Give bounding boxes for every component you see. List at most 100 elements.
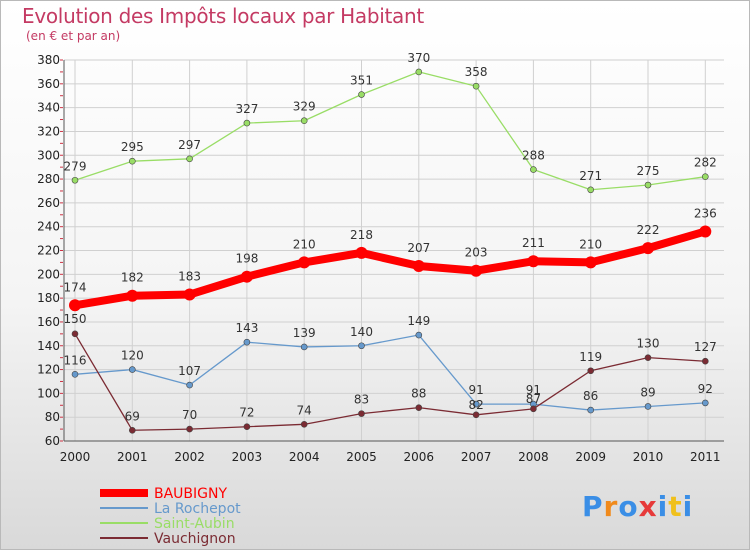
data-point	[129, 426, 136, 434]
data-label: 297	[178, 138, 201, 152]
data-point	[355, 246, 368, 259]
y-tick-label: 80	[45, 410, 60, 424]
data-point	[701, 357, 709, 365]
data-point	[584, 256, 597, 269]
data-point	[644, 403, 652, 410]
data-label: 91	[468, 383, 483, 397]
logo-letter: t	[668, 490, 683, 523]
data-point	[69, 299, 81, 312]
data-point	[71, 176, 79, 184]
data-label: 218	[350, 228, 373, 242]
x-tick-label: 2004	[289, 450, 320, 464]
data-label: 86	[583, 389, 598, 403]
data-point	[300, 421, 308, 428]
data-label: 72	[239, 406, 254, 420]
data-label: 211	[522, 236, 545, 250]
data-label: 92	[698, 382, 713, 396]
data-label: 140	[350, 325, 373, 339]
data-label: 271	[579, 169, 602, 183]
data-label: 351	[350, 74, 373, 88]
y-tick-label: 380	[37, 53, 60, 67]
x-tick-label: 2009	[575, 450, 606, 464]
data-point	[71, 371, 79, 378]
logo-letter: o	[618, 490, 639, 523]
series-line-vauchignon	[74, 333, 706, 431]
data-point	[530, 166, 537, 173]
legend-label: Vauchignon	[154, 531, 236, 547]
data-point	[587, 367, 595, 375]
x-tick-label: 2007	[461, 450, 492, 464]
data-point	[243, 119, 251, 127]
y-tick-label: 100	[37, 386, 60, 400]
axes: 60 80 100 120 140 160 180 200 220 240 260 280 300 320…	[37, 53, 724, 464]
data-point	[243, 423, 251, 431]
x-tick-label: 2010	[633, 450, 664, 464]
data-label: 89	[640, 385, 655, 399]
grid-lines	[64, 59, 724, 442]
logo-letter: x	[638, 490, 658, 523]
data-label: 130	[637, 337, 660, 351]
logo-letter: P	[582, 490, 604, 523]
data-label: 120	[121, 349, 144, 363]
chart-subtitle: (en € et par an)	[26, 29, 121, 43]
y-tick-label: 260	[37, 196, 60, 210]
series-group	[69, 68, 712, 434]
data-point	[527, 255, 540, 268]
y-tick-label: 120	[37, 363, 60, 377]
legend-label: BAUBIGNY	[154, 486, 227, 502]
data-point	[644, 181, 652, 189]
data-label: 149	[407, 314, 430, 328]
y-tick-label: 160	[37, 315, 60, 329]
chart-title: Evolution des Impôts locaux par Habitant	[22, 4, 424, 28]
value-labels: 174 182 183 198 210 218 207 203 211 210 222 236 116 1…	[64, 51, 717, 423]
data-label: 327	[235, 102, 258, 116]
y-tick-label: 60	[45, 434, 60, 448]
data-point	[412, 259, 425, 272]
data-point	[126, 289, 139, 302]
data-point	[358, 91, 365, 98]
x-tick-label: 2011	[690, 450, 721, 464]
data-point	[699, 225, 712, 238]
legend-label: Saint-Aubin	[154, 516, 235, 532]
data-point	[644, 354, 652, 361]
x-tick-label: 2002	[174, 450, 205, 464]
data-label: 143	[235, 321, 258, 335]
data-label: 83	[354, 393, 369, 407]
data-label: 119	[579, 350, 602, 364]
logo-letter: i	[657, 490, 669, 523]
y-tick-label: 360	[37, 77, 60, 91]
data-point	[71, 330, 79, 338]
data-label: 275	[637, 164, 660, 178]
data-point	[470, 264, 483, 277]
data-point	[129, 157, 136, 165]
data-label: 236	[694, 206, 717, 220]
data-label: 127	[694, 340, 717, 354]
data-point	[358, 410, 365, 417]
logo-letter: i	[682, 490, 694, 523]
data-point	[186, 155, 193, 163]
data-label: 70	[182, 408, 197, 422]
data-point	[415, 68, 423, 76]
data-point	[358, 342, 365, 350]
x-tick-label: 2008	[518, 450, 549, 464]
data-point	[472, 411, 480, 419]
y-tick-label: 200	[37, 267, 60, 281]
data-label: 139	[293, 326, 316, 340]
data-label: 207	[407, 241, 430, 255]
data-point	[186, 381, 193, 389]
data-label: 91	[526, 383, 541, 397]
data-point	[415, 331, 423, 339]
y-tick-label: 340	[37, 101, 60, 115]
x-tick-label: 2006	[404, 450, 435, 464]
data-label: 210	[579, 237, 602, 251]
y-tick-label: 300	[37, 148, 60, 162]
data-label: 198	[235, 252, 258, 266]
data-label: 295	[121, 140, 144, 154]
data-point	[530, 405, 537, 413]
data-label: 183	[178, 270, 201, 284]
data-label: 74	[297, 403, 312, 417]
data-point	[243, 338, 251, 346]
